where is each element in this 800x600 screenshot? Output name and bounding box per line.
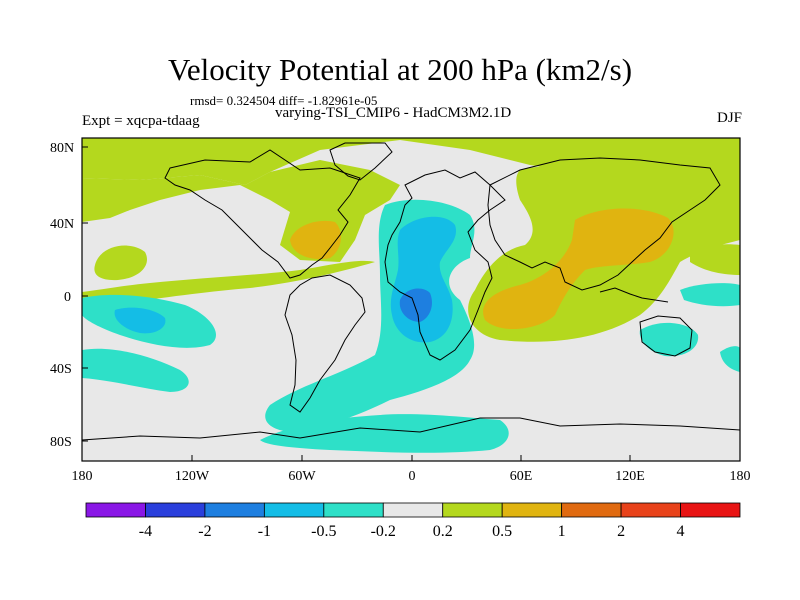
colorbar-swatch [204,502,265,518]
coast-indonesia [599,287,669,303]
colorbar-swatch [145,502,206,518]
region-south-ocean-neg [260,414,509,453]
colorbar-label: 0.2 [433,523,453,540]
region-central-pacific-pos [94,245,147,281]
colorbar: -4 -2 -1 -0.5 -0.2 0.2 0.5 1 2 4 [85,502,741,540]
colorbar-swatch [85,502,146,518]
stats-line: rmsd= 0.324504 diff= -1.82961e-05 [190,93,378,108]
season-label: DJF [716,110,742,126]
region-congo-neg1 [399,288,432,322]
coast-south-america [284,274,366,413]
coast-africa-europe [384,169,506,361]
colorbar-label: -0.2 [371,523,396,540]
colorbar-swatch [501,502,563,518]
colorbar-label: -0.5 [311,523,336,540]
coast-australia [639,315,693,357]
coast-asia [487,157,721,291]
colorbar-label: -2 [198,523,211,540]
region-southeast-pacific-neg [82,348,189,392]
expt-label: Expt = xqcpa-tdaag [82,113,200,129]
map-frame [81,137,741,462]
coast-antarctica [81,417,741,441]
region-asia-05 [483,208,674,330]
colorbar-swatch [620,502,681,518]
lon-label-120e: 120E [615,469,645,484]
colorbar-swatch [442,502,503,518]
colorbar-swatch [263,502,325,518]
colorbar-label: 4 [677,523,685,540]
lat-label-80s: 80S [50,435,72,450]
figure-title: Velocity Potential at 200 hPa (km2/s) [167,52,633,87]
lat-label-0: 0 [64,290,71,305]
region-west-pacific-pos [690,244,740,275]
colorbar-label: 2 [617,523,625,540]
lat-label-80n: 80N [50,141,74,156]
coast-greenland [329,142,393,181]
lon-label-180w: 180 [72,469,93,484]
colorbar-label: -1 [258,523,271,540]
lon-label-180e: 180 [730,469,751,484]
region-south-indian-neg [720,346,740,372]
lat-label-40n: 40N [50,217,74,232]
lon-label-60w: 60W [288,469,316,484]
lon-label-60e: 60E [510,469,533,484]
region-arctic-pos [82,138,740,185]
colorbar-label: 1 [558,523,566,540]
colorbar-swatch [561,502,622,518]
coastlines [81,142,741,441]
region-pacific-neg05 [114,307,166,334]
colorbar-label: 0.5 [492,523,512,540]
region-australia-neg [639,322,699,357]
region-west-pacific-neg [680,283,740,307]
colorbar-swatch [680,502,741,518]
coast-north-america [164,149,361,279]
lon-label-120w: 120W [175,469,210,484]
lat-label-40s: 40S [50,362,72,377]
colorbar-swatch [323,502,384,518]
region-atlantic-tropics-pos [82,260,375,308]
colorbar-swatch [382,502,444,518]
subtitle: varying-TSI_CMIP6 - HadCM3M2.1D [275,105,512,121]
lon-label-0: 0 [409,469,416,484]
axis-ticks [81,146,741,461]
colorbar-label: -4 [139,523,152,540]
